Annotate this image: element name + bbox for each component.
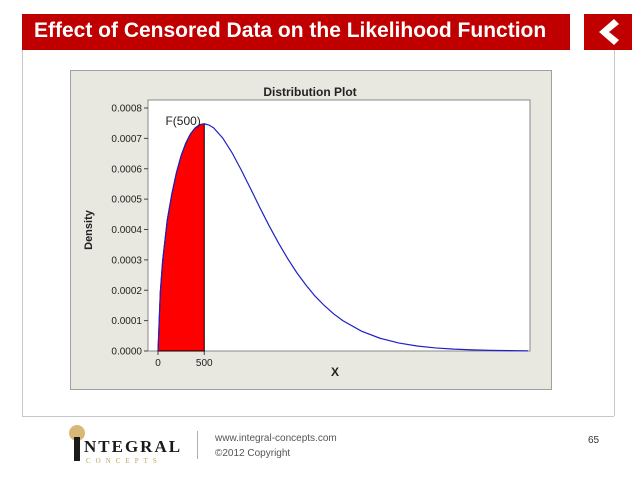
chevron-left-icon — [599, 19, 619, 45]
frame-left-line — [22, 50, 23, 416]
chart-svg: Distribution Plot X Density 0.0000 0.0001… — [70, 70, 552, 390]
y-tick-label: 0.0001 — [111, 316, 142, 327]
x-tick-label: 0 — [155, 358, 161, 369]
x-axis-ticks: 0 500 — [155, 351, 213, 369]
page-number: 65 — [588, 435, 600, 446]
y-tick-label: 0.0003 — [111, 255, 142, 266]
y-tick-label: 0.0004 — [111, 225, 142, 236]
frame-right-line — [614, 50, 615, 416]
distribution-chart: Distribution Plot X Density 0.0000 0.0001… — [70, 70, 552, 390]
logo-mark-icon — [69, 425, 85, 461]
x-tick-label: 500 — [196, 358, 213, 369]
logo-subtitle: CONCEPTS — [86, 457, 162, 465]
footer-line — [22, 416, 614, 417]
y-axis-ticks: 0.0000 0.0001 0.0002 0.0003 0.0004 0.0005 0.00… — [111, 104, 148, 358]
chart-title: Distribution Plot — [263, 85, 356, 99]
y-tick-label: 0.0002 — [111, 286, 142, 297]
y-tick-label: 0.0000 — [111, 347, 142, 358]
x-axis-label: X — [331, 365, 339, 379]
back-button[interactable] — [584, 14, 632, 50]
slide-title: Effect of Censored Data on the Likelihoo… — [34, 19, 547, 42]
y-tick-label: 0.0005 — [111, 195, 142, 206]
y-tick-label: 0.0007 — [111, 134, 142, 145]
title-bar: Effect of Censored Data on the Likelihoo… — [22, 14, 570, 50]
footer-url[interactable]: www.integral-concepts.com — [215, 433, 337, 444]
footer-divider — [197, 431, 198, 459]
plot-area — [147, 99, 531, 352]
density-curve — [157, 123, 529, 352]
y-tick-label: 0.0008 — [111, 104, 142, 115]
shaded-region-label: F(500) — [165, 114, 200, 128]
logo-word: NTEGRAL — [84, 437, 183, 456]
footer-copyright: ©2012 Copyright — [215, 448, 291, 459]
integral-concepts-logo: NTEGRAL CONCEPTS — [56, 423, 180, 467]
y-axis-label: Density — [83, 209, 95, 250]
y-tick-label: 0.0006 — [111, 164, 142, 175]
